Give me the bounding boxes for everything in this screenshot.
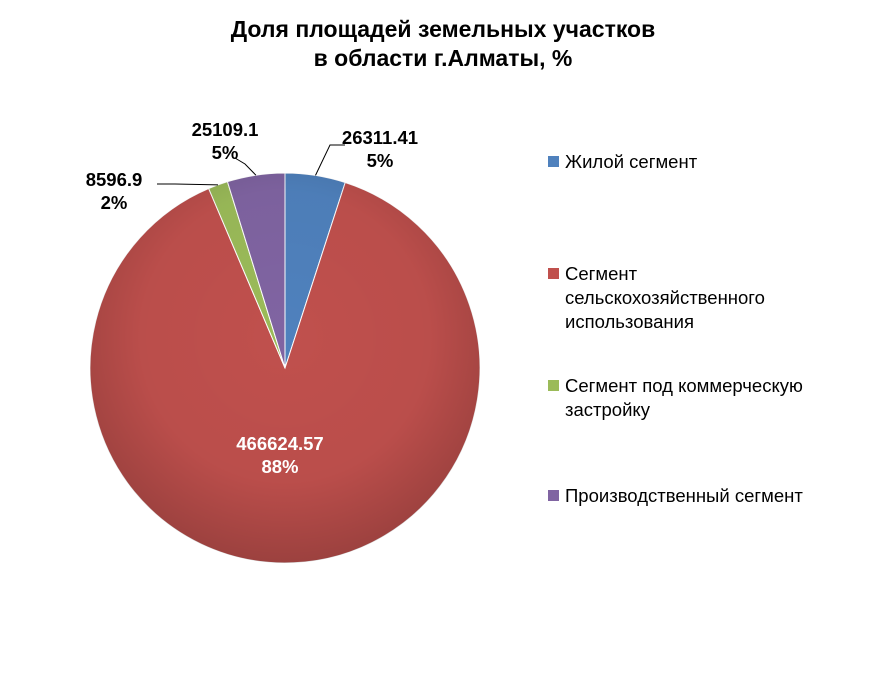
legend-label-commercial: Сегмент под коммерческую застройку: [565, 374, 878, 422]
legend-label-line: Сегмент: [565, 263, 638, 284]
legend-label-line: использования: [565, 311, 694, 332]
chart-title: Доля площадей земельных участков в облас…: [0, 15, 886, 73]
legend-label-line: Сегмент под коммерческую: [565, 375, 803, 396]
legend-label-agricultural: Сегмент сельскохозяйственного использовани…: [565, 262, 878, 334]
leader-line-commercial: [157, 183, 218, 186]
legend-label-line: застройку: [565, 399, 650, 420]
legend-label-line: сельскохозяйственного: [565, 287, 765, 308]
legend-swatch-residential: [548, 156, 559, 167]
legend-item-industrial: Производственный сегмент: [548, 484, 878, 508]
legend-item-commercial: Сегмент под коммерческую застройку: [548, 374, 878, 422]
data-label-percent-commercial: 2%: [101, 192, 128, 213]
data-label-value-industrial: 25109.1: [192, 119, 259, 140]
leader-line-industrial: [234, 157, 257, 176]
leader-lines: [157, 144, 345, 186]
chart-title-line-1: Доля площадей земельных участков: [230, 16, 656, 42]
legend-item-agricultural: Сегмент сельскохозяйственного использовани…: [548, 262, 878, 334]
legend-swatch-agricultural: [548, 268, 559, 279]
leader-line-residential: [315, 144, 345, 176]
pie-slices: [89, 172, 481, 564]
chart-title-line-2: в области г.Алматы, %: [313, 45, 573, 71]
legend-label-line: Производственный сегмент: [565, 485, 803, 506]
data-label-value-commercial: 8596.9: [86, 169, 143, 190]
legend-label-industrial: Производственный сегмент: [565, 484, 878, 508]
legend-item-residential: Жилой сегмент: [548, 150, 878, 174]
legend-label-line: Жилой сегмент: [565, 151, 698, 172]
pie-shading: [90, 173, 480, 563]
legend-swatch-commercial: [548, 380, 559, 391]
legend-label-residential: Жилой сегмент: [565, 150, 878, 174]
data-label-percent-agricultural: 88%: [261, 456, 298, 477]
data-label-value-agricultural: 466624.57: [236, 433, 323, 454]
legend-swatch-industrial: [548, 490, 559, 501]
data-label-percent-residential: 5%: [367, 150, 394, 171]
data-label-percent-industrial: 5%: [212, 142, 239, 163]
data-label-value-residential: 26311.41: [342, 127, 418, 148]
